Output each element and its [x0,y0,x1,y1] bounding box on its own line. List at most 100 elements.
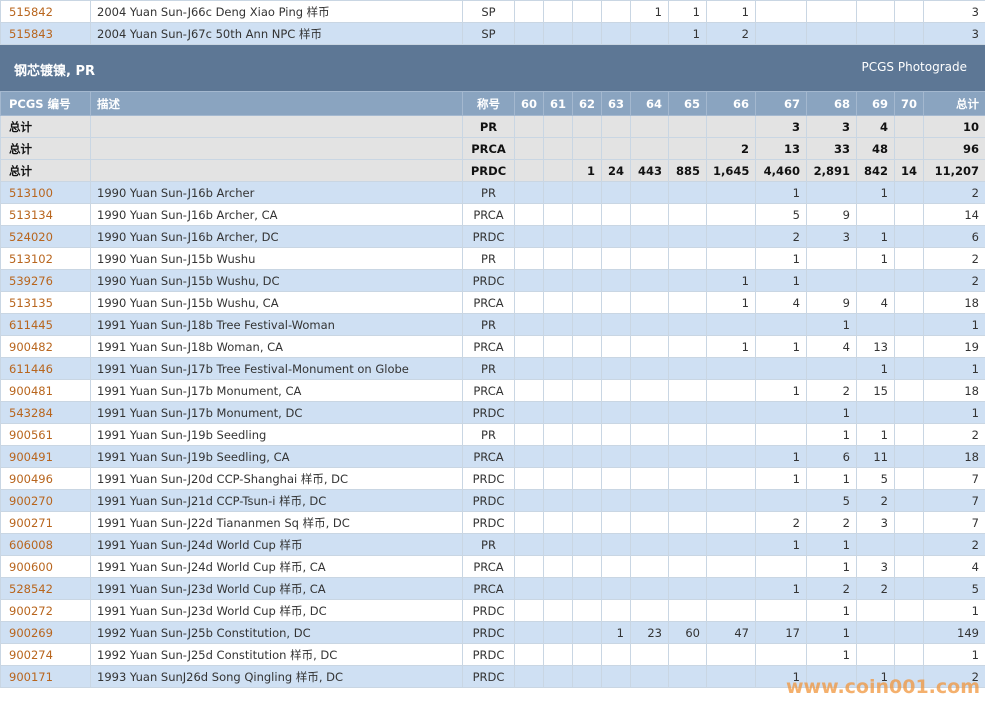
pcgs-link[interactable]: 900496 [0,467,91,490]
cell [755,313,807,336]
pcgs-link[interactable]: 539276 [0,269,91,292]
cell [630,181,669,204]
data-row: 900600 1991 Yuan Sun-J24d World Cup 样币, C… [0,555,985,578]
pcgs-link[interactable]: 524020 [0,225,91,248]
cell: 1 [755,467,807,490]
cell [668,269,707,292]
cell: 2 [923,247,985,270]
cell [630,555,669,578]
pcgs-link[interactable]: 515842 [0,0,91,23]
cell: 1990 Yuan Sun-J16b Archer, DC [90,225,463,248]
pcgs-link[interactable]: 900271 [0,511,91,534]
pcgs-link[interactable]: 900171 [0,665,91,688]
cell [668,445,707,468]
cell: 1991 Yuan Sun-J22d Tiananmen Sq 样币, DC [90,511,463,534]
section-subtitle: PCGS Photograde [861,60,967,74]
cell [514,511,544,534]
cell [90,159,463,182]
cell [755,489,807,512]
cell: 1 [806,643,857,666]
cell [668,401,707,424]
cell [706,379,756,402]
cell [630,357,669,380]
cell: 1 [806,313,857,336]
pcgs-link[interactable]: 515843 [0,22,91,45]
cell: 3 [856,511,895,534]
cell [894,0,924,23]
pcgs-link[interactable]: 900270 [0,489,91,512]
pcgs-link[interactable]: 900561 [0,423,91,446]
cell [572,291,602,314]
cell: 1 [755,269,807,292]
cell [894,335,924,358]
cell: 23 [630,621,669,644]
cell [514,159,544,182]
cell: 11 [856,445,895,468]
cell [668,357,707,380]
cell: 1991 Yuan Sun-J20d CCP-Shanghai 样币, DC [90,467,463,490]
cell: PRCA [462,577,515,600]
cell: 1 [856,357,895,380]
cell: 24 [601,159,631,182]
pcgs-link[interactable]: 528542 [0,577,91,600]
cell: PRDC [462,621,515,644]
cell: 2 [806,511,857,534]
cell [572,247,602,270]
pcgs-link[interactable]: 900481 [0,379,91,402]
cell: 2 [923,533,985,556]
cell: 1 [856,225,895,248]
cell [630,269,669,292]
pcgs-link[interactable]: 611445 [0,313,91,336]
watermark: www.coin001.com [786,676,981,698]
cell [572,269,602,292]
cell [543,137,573,160]
pcgs-link[interactable]: 900482 [0,335,91,358]
total-row: 总计 PRDC 1 24 443 885 1,645 4,460 2,891 842 14 11,20… [0,159,985,182]
cell: PRDC [462,665,515,688]
pcgs-link[interactable]: 900274 [0,643,91,666]
cell [755,0,807,23]
pcgs-link[interactable]: 900600 [0,555,91,578]
cell [543,423,573,446]
pcgs-link[interactable]: 900272 [0,599,91,622]
cell [572,379,602,402]
cell: 1 [806,401,857,424]
pcgs-link[interactable]: 900269 [0,621,91,644]
cell [514,379,544,402]
cell: 1 [755,379,807,402]
cell [630,379,669,402]
cell [894,599,924,622]
cell [755,423,807,446]
cell [601,181,631,204]
pcgs-link[interactable]: 543284 [0,401,91,424]
pcgs-link[interactable]: 513135 [0,291,91,314]
cell [856,269,895,292]
section-bar: 钢芯镀镍, PR PCGS Photograde [0,45,985,91]
cell [856,0,895,23]
cell: 总计 [0,137,91,160]
cell [572,445,602,468]
pcgs-link[interactable]: 513102 [0,247,91,270]
cell [572,643,602,666]
cell: 2 [856,489,895,512]
cell: 1 [755,445,807,468]
cell: 1991 Yuan Sun-J19b Seedling [90,423,463,446]
cell [543,621,573,644]
cell [630,467,669,490]
cell [572,115,602,138]
cell [806,22,857,45]
pcgs-link[interactable]: 513134 [0,203,91,226]
cell [894,137,924,160]
pcgs-link[interactable]: 900491 [0,445,91,468]
cell [514,665,544,688]
cell [543,225,573,248]
cell [514,225,544,248]
cell: 47 [706,621,756,644]
pcgs-link[interactable]: 513100 [0,181,91,204]
cell: 60 [668,621,707,644]
pcgs-link[interactable]: 606008 [0,533,91,556]
pcgs-link[interactable]: 611446 [0,357,91,380]
cell [856,621,895,644]
cell [668,577,707,600]
cell: 3 [923,22,985,45]
